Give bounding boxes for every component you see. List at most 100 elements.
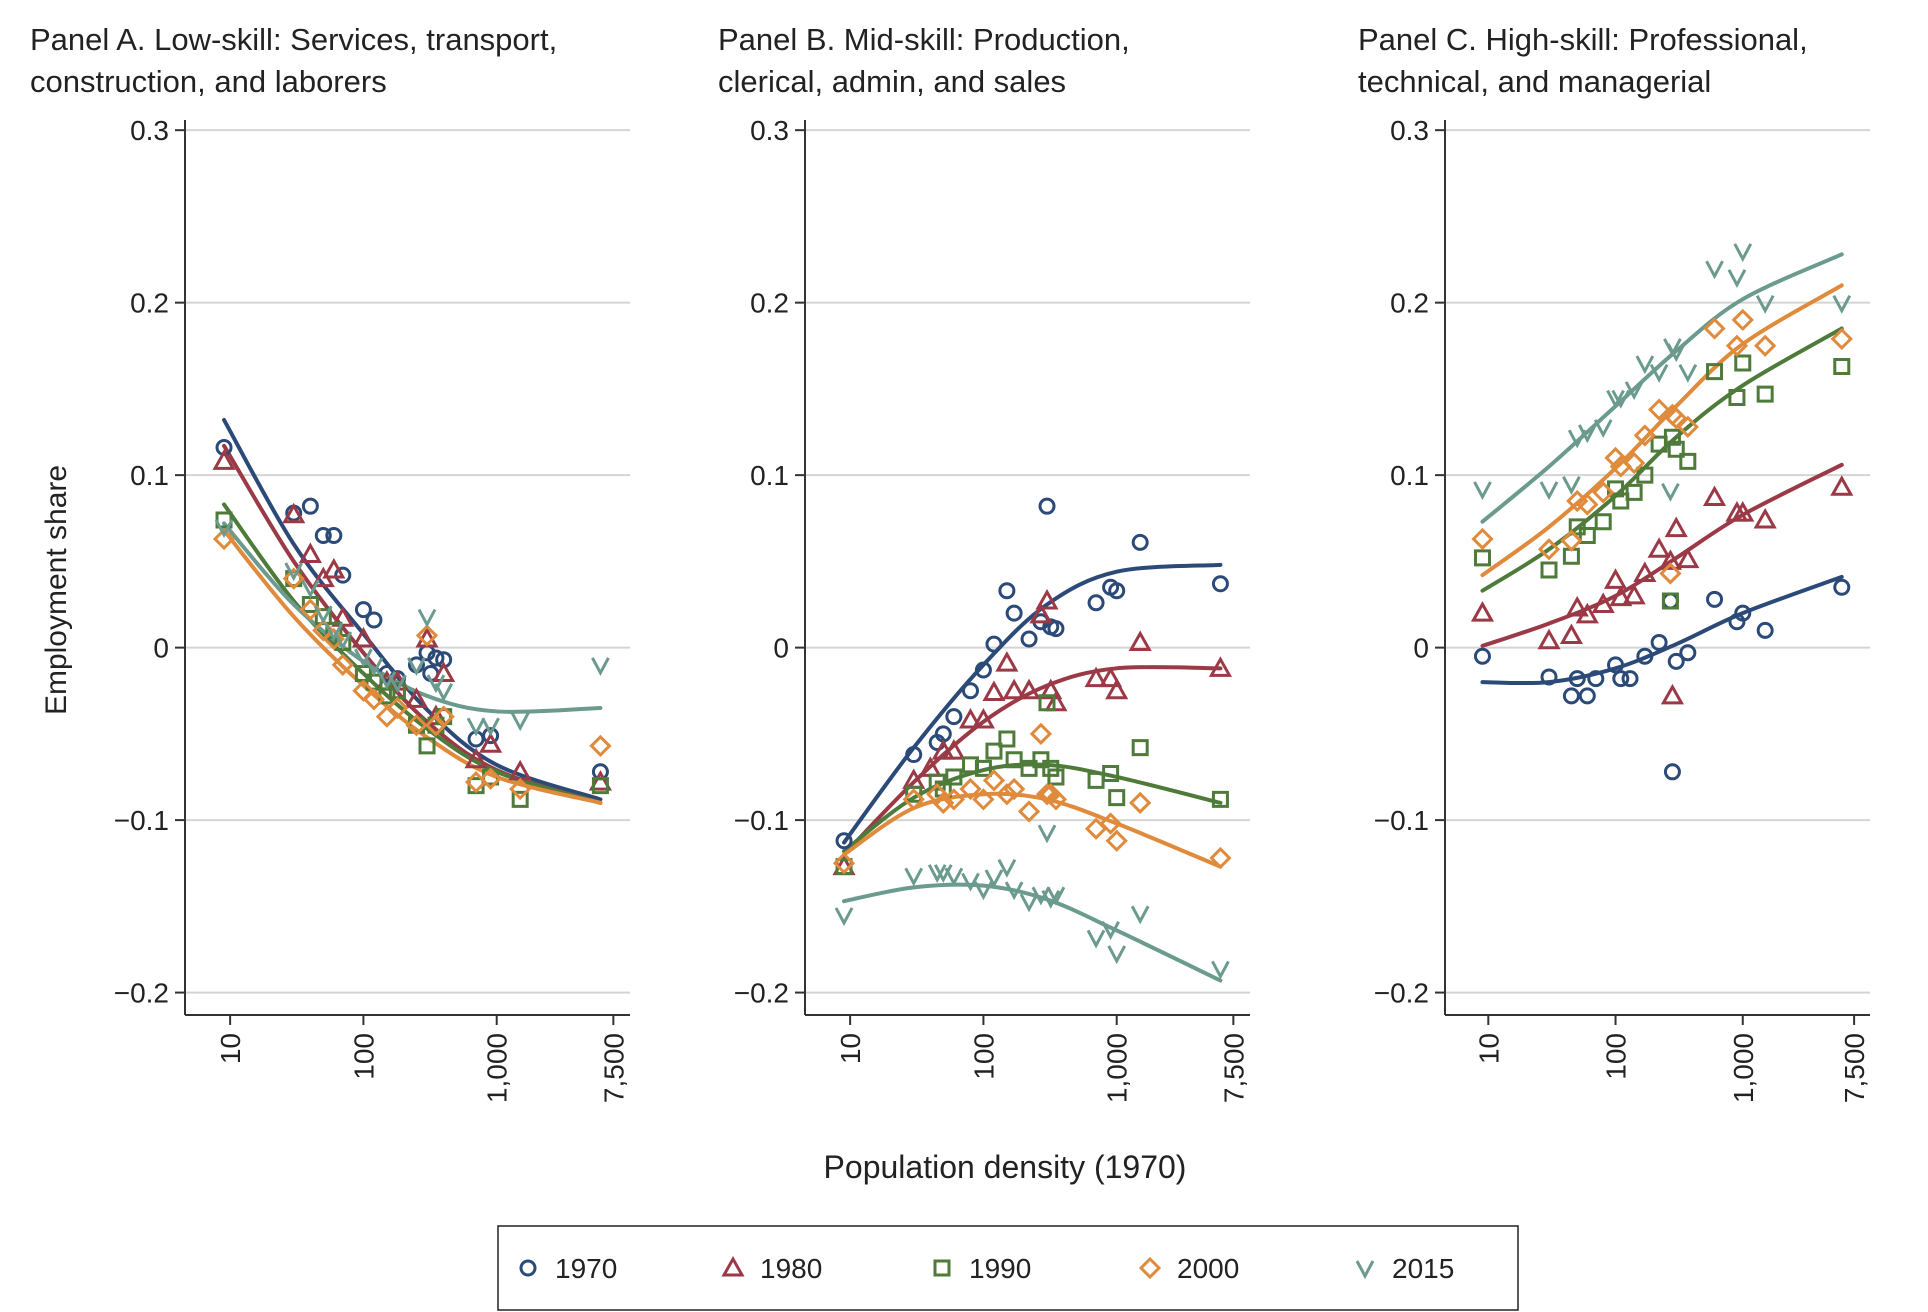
data-point-2000 bbox=[1044, 788, 1068, 811]
panel-title-line1: Panel C. High-skill: Professional, bbox=[1358, 22, 1808, 57]
data-point-1980 bbox=[995, 651, 1019, 672]
data-point-2000 bbox=[1029, 722, 1053, 745]
data-point-1980 bbox=[432, 661, 456, 682]
x-tick-label: 100 bbox=[348, 1033, 379, 1080]
x-tick-label: 100 bbox=[1601, 1033, 1632, 1080]
data-point-2015 bbox=[1727, 269, 1747, 288]
y-tick-label: −0.1 bbox=[734, 805, 789, 836]
data-point-1980 bbox=[588, 770, 612, 791]
data-point-2000 bbox=[932, 791, 955, 814]
data-point-1990 bbox=[1661, 592, 1679, 610]
panel-b: Panel B. Mid-skill: Production, clerical,… bbox=[718, 22, 1250, 1103]
data-point-2000 bbox=[1537, 538, 1561, 561]
legend-label-2015: 2015 bbox=[1392, 1253, 1454, 1284]
x-tick-label: 1,000 bbox=[1102, 1033, 1133, 1103]
data-point-1990 bbox=[835, 858, 853, 876]
data-point-1990 bbox=[1047, 768, 1065, 786]
data-point-1970 bbox=[1587, 670, 1605, 688]
data-point-1990 bbox=[1612, 492, 1630, 510]
data-point-2000 bbox=[1725, 334, 1749, 357]
data-point-1990 bbox=[1663, 428, 1681, 446]
panels: Panel A. Low-skill: Services, transport,… bbox=[30, 22, 1870, 1103]
y-tick-label: 0.2 bbox=[130, 288, 169, 319]
data-point-2015 bbox=[1019, 893, 1039, 913]
legend-box bbox=[497, 1225, 1519, 1311]
data-point-2015 bbox=[1004, 881, 1024, 901]
legend-marker-2000 bbox=[1138, 1256, 1162, 1280]
data-point-2015 bbox=[1635, 355, 1655, 375]
data-point-1980 bbox=[1591, 592, 1615, 613]
data-point-1970 bbox=[961, 682, 979, 700]
data-point-1980 bbox=[282, 502, 306, 524]
data-point-1980 bbox=[1470, 601, 1495, 622]
data-point-1980 bbox=[1128, 630, 1152, 651]
data-point-2015 bbox=[1211, 960, 1230, 980]
data-point-2015 bbox=[1593, 419, 1613, 439]
data-point-2000 bbox=[1754, 334, 1777, 357]
data-point-1980 bbox=[322, 557, 346, 579]
legend-label-1980: 1980 bbox=[760, 1253, 822, 1284]
data-point-1980 bbox=[1575, 602, 1599, 624]
data-point-1970 bbox=[1020, 630, 1038, 648]
data-point-1970 bbox=[1756, 621, 1774, 639]
data-point-1990 bbox=[1734, 354, 1752, 372]
y-tick-label: 0.2 bbox=[1390, 288, 1429, 319]
legend-marker-1990 bbox=[933, 1259, 951, 1277]
data-point-1970 bbox=[1211, 575, 1229, 593]
data-point-2015 bbox=[974, 881, 993, 901]
data-point-2000 bbox=[995, 783, 1019, 806]
x-tick-label: 7,500 bbox=[1218, 1033, 1249, 1103]
data-point-1970 bbox=[334, 566, 352, 584]
x-tick-label: 100 bbox=[968, 1033, 999, 1080]
data-point-2000 bbox=[902, 788, 925, 811]
data-point-2015 bbox=[426, 674, 446, 694]
x-tick-label: 10 bbox=[835, 1033, 866, 1064]
data-point-1970 bbox=[1005, 604, 1023, 622]
data-point-2015 bbox=[407, 657, 426, 677]
data-point-1980 bbox=[464, 747, 488, 769]
data-point-2015 bbox=[1649, 363, 1669, 383]
data-point-2000 bbox=[1560, 529, 1583, 552]
data-point-1970 bbox=[974, 661, 992, 679]
data-point-1970 bbox=[1661, 592, 1679, 610]
data-point-1970 bbox=[301, 497, 319, 515]
data-point-2015 bbox=[1755, 294, 1775, 314]
data-point-1970 bbox=[1087, 594, 1105, 612]
data-point-2000 bbox=[1703, 317, 1726, 340]
data-point-2015 bbox=[1037, 824, 1057, 844]
data-point-1970 bbox=[985, 635, 1003, 653]
y-tick-label: −0.1 bbox=[1374, 805, 1429, 836]
data-point-1990 bbox=[1679, 452, 1697, 470]
y-tick-label: −0.2 bbox=[1374, 978, 1429, 1009]
data-point-2015 bbox=[1624, 381, 1644, 401]
data-point-2015 bbox=[214, 519, 234, 539]
data-point-1990 bbox=[1087, 771, 1105, 789]
legend-label-2000: 2000 bbox=[1177, 1253, 1239, 1284]
legend-marker-1970 bbox=[519, 1259, 537, 1277]
y-tick-label: 0.3 bbox=[750, 115, 789, 146]
data-point-1990 bbox=[1020, 759, 1038, 777]
data-point-2015 bbox=[1107, 945, 1127, 965]
fit-line-1990 bbox=[222, 502, 603, 805]
data-point-2000 bbox=[1633, 424, 1656, 447]
data-point-2015 bbox=[333, 631, 353, 651]
y-tick-label: 0.2 bbox=[750, 288, 789, 319]
data-point-2000 bbox=[1592, 481, 1615, 504]
data-point-2000 bbox=[212, 527, 236, 551]
data-point-2000 bbox=[1623, 451, 1646, 475]
data-point-2015 bbox=[388, 674, 407, 694]
data-point-1990 bbox=[1728, 389, 1746, 407]
data-point-1980 bbox=[1559, 623, 1583, 645]
panel-a: Panel A. Low-skill: Services, transport,… bbox=[30, 22, 630, 1103]
x-tick-label: 7,500 bbox=[598, 1033, 629, 1103]
data-point-1980 bbox=[1753, 507, 1777, 529]
data-point-2000 bbox=[1129, 791, 1152, 814]
data-point-1990 bbox=[1473, 549, 1491, 567]
data-point-1970 bbox=[1679, 644, 1697, 662]
y-tick-label: 0.3 bbox=[130, 115, 169, 146]
panel-title-line1: Panel B. Mid-skill: Production, bbox=[718, 22, 1130, 57]
data-point-2000 bbox=[1471, 527, 1494, 551]
data-point-2000 bbox=[1105, 829, 1128, 852]
data-point-1980 bbox=[958, 707, 983, 729]
data-point-2015 bbox=[1539, 481, 1559, 501]
